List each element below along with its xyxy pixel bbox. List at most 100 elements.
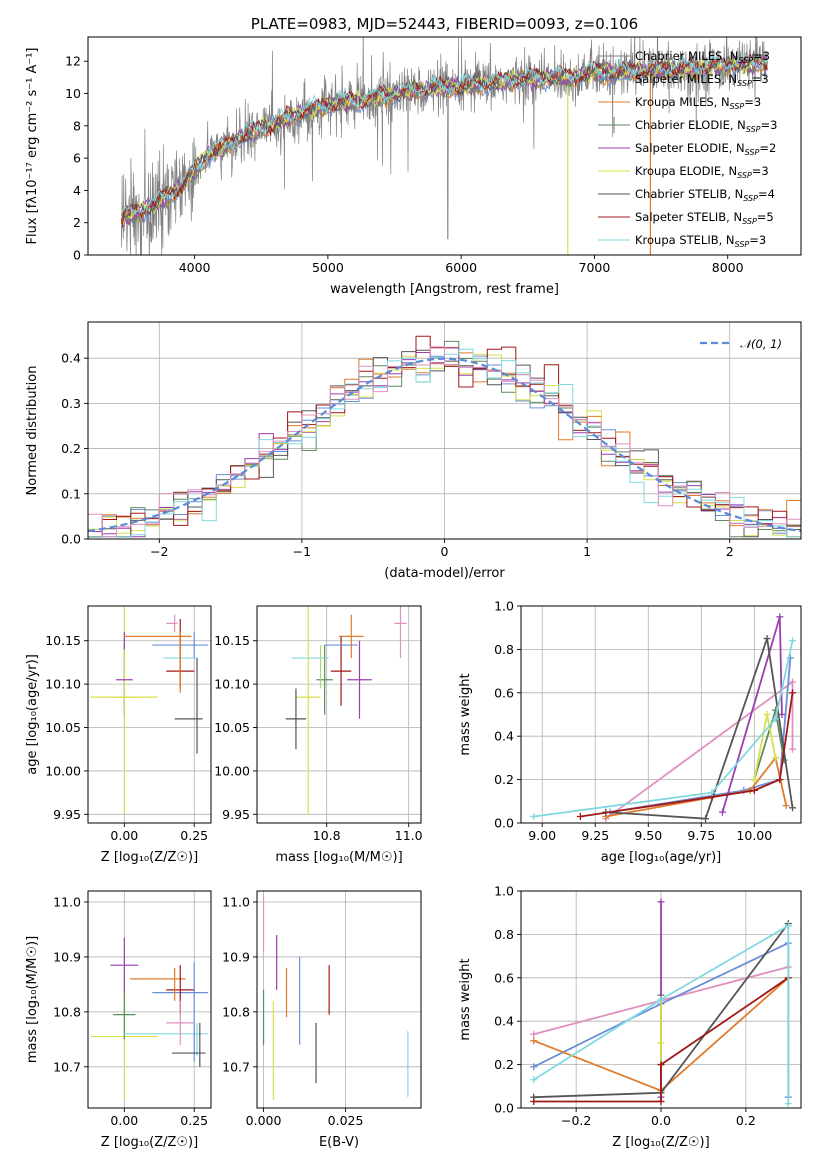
massweight_vs_age-xtick-label: 9.50 (634, 828, 662, 843)
spectrum-xtick-label: 5000 (312, 260, 344, 275)
massweight_vs_Z-marker (657, 1097, 665, 1105)
spectrum-xtick-label: 7000 (579, 260, 611, 275)
spectrum-ytick-label: 12 (65, 54, 81, 69)
age_vs_Z-ytick-label: 10.05 (45, 720, 81, 735)
massweight_vs_age-xtick-label: 9.00 (528, 828, 556, 843)
residuals-xtick-label: −2 (150, 544, 168, 559)
residuals-ylabel: Normed distribution (25, 366, 40, 496)
massweight_vs_Z-marker (657, 1039, 665, 1047)
spectrum-ytick-label: 8 (73, 118, 81, 133)
massweight_vs_age-marker (782, 802, 790, 810)
age_vs_mass-point (339, 614, 364, 659)
massweight_vs_Z-ytick-label: 0.2 (494, 1057, 514, 1072)
massweight_vs_Z-frame (520, 890, 802, 1109)
age_vs_mass-ytick-label: 10.15 (214, 633, 250, 648)
age_vs_mass-frame (256, 605, 422, 824)
residuals-xlabel: (data-model)/error (384, 566, 505, 581)
mass_vs_EBV-xlabel: E(B-V) (319, 1135, 359, 1150)
massweight_vs_age-series-line-7 (580, 692, 794, 818)
massweight_vs_Z-xtick-label: 0.2 (736, 1113, 756, 1128)
spectrum-ytick-label: 6 (73, 151, 81, 166)
massweight_vs_Z-panel: −0.2 0.0 0.2 0.0 0.2 0.4 0.6 0.8 1.0 Z [log₁₀(Z/Z… (458, 884, 802, 1150)
age_vs_mass-ytick-label: 10.00 (214, 763, 250, 778)
mass_vs_EBV-ytick-label: 10.9 (222, 949, 250, 964)
age_vs_mass-ytick-label: 10.10 (214, 677, 250, 692)
massweight_vs_Z-marker (530, 1063, 538, 1071)
spectrum-xtick-label: 8000 (712, 260, 744, 275)
spectrum-title: PLATE=0983, MJD=52443, FIBERID=0093, z=0… (251, 15, 638, 33)
spectrum-panel: 4000 5000 6000 7000 8000 0 2 4 6 8 10 12 wavelength … (25, 15, 802, 297)
age_vs_mass-point (347, 640, 372, 719)
residuals-ytick-label: 0.3 (61, 396, 81, 411)
massweight_vs_Z-marker (657, 1061, 665, 1069)
age_vs_Z-xlabel: Z [log₁₀(Z/Z☉)] (101, 850, 198, 865)
massweight_vs_age-xtick-label: 10.00 (736, 828, 772, 843)
spectrum-xlabel: wavelength [Angstrom, rest frame] (330, 282, 559, 297)
massweight_vs_age-marker (750, 776, 758, 784)
mass_vs_EBV-ytick-label: 11.0 (222, 894, 250, 909)
massweight_vs_age-marker (776, 613, 784, 621)
residuals-xtick-label: 0 (441, 544, 449, 559)
age_vs_Z-xtick-label: 0.00 (110, 828, 138, 843)
mass_vs_Z-point (113, 989, 136, 1040)
massweight_vs_Z-ytick-label: 0.6 (494, 970, 514, 985)
spectrum-ytick-label: 4 (73, 183, 81, 198)
massweight_vs_age-marker (772, 715, 780, 723)
mass_vs_Z-xtick-label: 0.00 (110, 1113, 138, 1128)
age_vs_mass-point (295, 606, 321, 815)
mass_vs_EBV-xtick-label: 0.000 (246, 1113, 282, 1128)
massweight_vs_age-marker (789, 637, 797, 645)
massweight_vs_age-ytick-label: 1.0 (494, 599, 514, 614)
residuals-normal-curve (88, 357, 801, 533)
massweight_vs_age-marker (750, 786, 758, 794)
mass_vs_EBV-ytick-label: 10.8 (222, 1004, 250, 1019)
residuals-xtick-label: −1 (293, 544, 311, 559)
massweight_vs_age-panel: 9.00 9.25 9.50 9.75 10.00 0.0 0.2 0.4 0.6 0.8 1.0 a… (458, 599, 802, 865)
age_vs_mass-plot-area (257, 606, 421, 823)
massweight_vs_Z-marker (784, 1100, 792, 1108)
residuals-ytick-label: 0.2 (61, 441, 81, 456)
massweight_vs_Z-plot-area (521, 891, 801, 1108)
massweight_vs_age-marker (776, 776, 784, 784)
residuals-panel: −2 −1 0 1 2 0.0 0.1 0.2 0.3 0.4 (data-model)/error… (25, 321, 802, 581)
spectrum-ytick-label: 0 (73, 248, 81, 263)
massweight_vs_age-ytick-label: 0.0 (494, 816, 514, 831)
spectrum-ytick-label: 2 (73, 215, 81, 230)
massweight_vs_Z-xlabel: Z [log₁₀(Z/Z☉)] (612, 1135, 709, 1150)
mass_vs_Z-point (110, 937, 139, 993)
massweight_vs_age-marker (708, 789, 716, 797)
mass_vs_Z-ytick-label: 10.7 (53, 1059, 81, 1074)
age_vs_mass-point (285, 688, 307, 750)
age_vs_mass-point (394, 606, 407, 659)
mass_vs_Z-plot-area (88, 891, 211, 1108)
massweight_vs_age-xlabel: age [log₁₀(age/yr)] (601, 850, 722, 865)
age_vs_Z-ytick-label: 10.15 (45, 633, 81, 648)
mass_vs_Z-ytick-label: 10.8 (53, 1004, 81, 1019)
massweight_vs_age-series-line-2 (605, 755, 788, 818)
legend-entry: Salpeter MILES, NSSP=3 (635, 72, 769, 88)
age_vs_mass-panel: 10.8 11.0 9.95 10.00 10.05 10.10 10.15 mass [lo… (214, 605, 423, 865)
massweight_vs_age-marker (576, 812, 584, 820)
massweight_vs_Z-ytick-label: 0.0 (494, 1101, 514, 1116)
mass_vs_Z-frame (87, 890, 212, 1109)
massweight_vs_age-marker (702, 815, 710, 823)
mass_vs_Z-xtick-label: 0.25 (180, 1113, 208, 1128)
residuals-xtick-label: 1 (583, 544, 591, 559)
mass_vs_Z-xlabel: Z [log₁₀(Z/Z☉)] (101, 1135, 198, 1150)
age_vs_mass-xtick-label: 10.8 (313, 828, 341, 843)
massweight_vs_Z-marker (784, 922, 792, 930)
massweight_vs_age-ytick-label: 0.4 (494, 729, 514, 744)
age_vs_Z-ytick-label: 9.95 (53, 807, 81, 822)
residuals-frame (87, 321, 802, 540)
spectrum-model-line-4 (121, 53, 768, 226)
massweight_vs_age-ytick-label: 0.8 (494, 642, 514, 657)
massweight_vs_age-xtick-label: 9.25 (581, 828, 609, 843)
massweight_vs_Z-ytick-label: 1.0 (494, 884, 514, 899)
spectrum-legend: Chabrier MILES, NSSP=3 Salpeter MILES, NS… (598, 49, 777, 249)
massweight_vs_age-marker (763, 711, 771, 718)
massweight_vs_Z-marker (530, 1030, 538, 1038)
spectrum-model-line-8 (120, 53, 768, 216)
massweight_vs_Z-ylabel: mass weight (458, 958, 473, 1040)
massweight_vs_age-ytick-label: 0.2 (494, 772, 514, 787)
